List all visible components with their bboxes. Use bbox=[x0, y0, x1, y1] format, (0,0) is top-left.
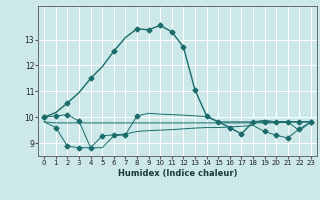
X-axis label: Humidex (Indice chaleur): Humidex (Indice chaleur) bbox=[118, 169, 237, 178]
